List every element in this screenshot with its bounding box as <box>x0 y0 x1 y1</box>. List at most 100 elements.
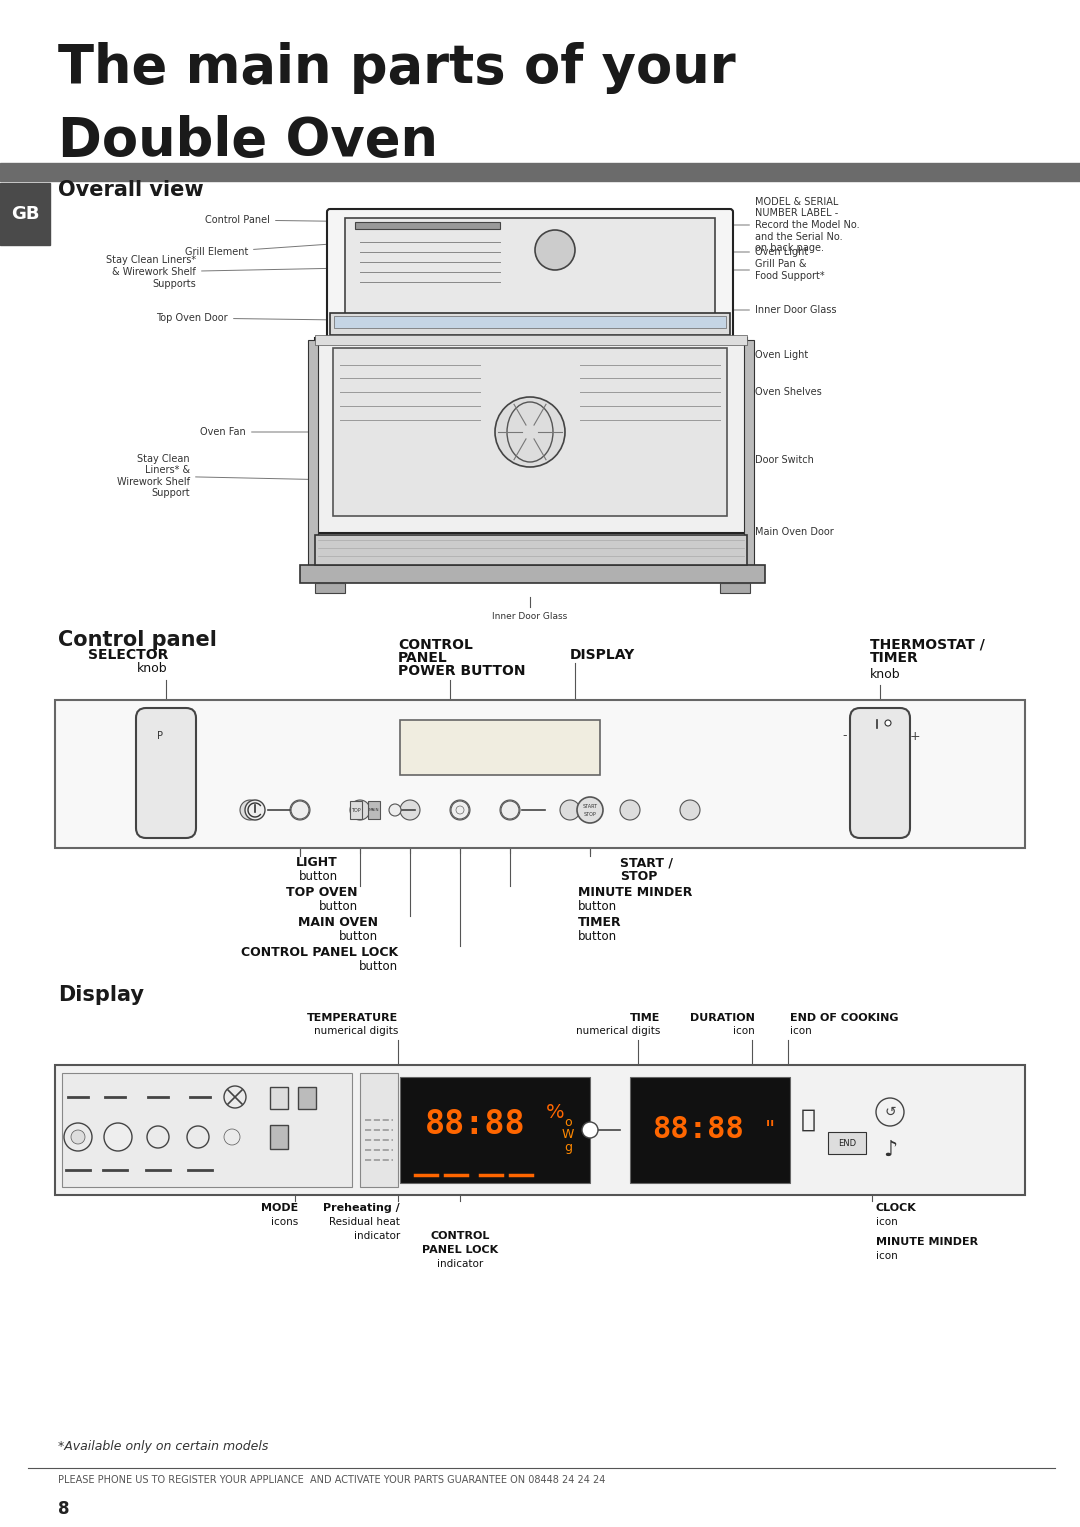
Bar <box>62 1073 352 1186</box>
Text: icon: icon <box>876 1217 897 1228</box>
FancyBboxPatch shape <box>136 709 195 838</box>
Circle shape <box>350 800 370 820</box>
Text: TIMER: TIMER <box>870 651 919 664</box>
Circle shape <box>389 805 401 815</box>
Text: POWER BUTTON: POWER BUTTON <box>399 664 526 678</box>
Text: Door Switch: Door Switch <box>730 455 814 466</box>
Text: ⧗: ⧗ <box>800 1109 815 1132</box>
Circle shape <box>620 800 640 820</box>
Circle shape <box>535 231 575 270</box>
Text: CLOCK: CLOCK <box>876 1203 917 1212</box>
Circle shape <box>291 800 310 820</box>
Text: THERMOSTAT /: THERMOSTAT / <box>870 638 985 652</box>
Text: Overall view: Overall view <box>58 180 204 200</box>
Text: START /: START / <box>620 857 673 869</box>
Circle shape <box>104 1122 132 1151</box>
Text: CONTROL PANEL LOCK: CONTROL PANEL LOCK <box>241 947 399 959</box>
Bar <box>315 534 747 565</box>
Text: TIMER: TIMER <box>578 916 622 928</box>
Circle shape <box>680 800 700 820</box>
Bar <box>270 1087 288 1109</box>
Text: The main parts of your: The main parts of your <box>58 43 735 95</box>
Text: -: - <box>842 730 847 742</box>
Text: Main Oven Door: Main Oven Door <box>730 527 834 538</box>
Text: *Available only on certain models: *Available only on certain models <box>58 1440 268 1454</box>
Text: END: END <box>838 1139 856 1147</box>
Text: button: button <box>339 930 378 944</box>
Bar <box>630 1077 789 1183</box>
Bar <box>400 721 600 776</box>
FancyBboxPatch shape <box>850 709 910 838</box>
Bar <box>270 1125 288 1148</box>
Bar <box>350 802 362 818</box>
Text: DISPLAY: DISPLAY <box>570 647 635 663</box>
Text: indicator: indicator <box>437 1258 483 1269</box>
Text: MAIN OVEN: MAIN OVEN <box>298 916 378 928</box>
Text: Oven Fan: Oven Fan <box>200 428 491 437</box>
Text: Control panel: Control panel <box>58 631 217 651</box>
Text: TOP OVEN: TOP OVEN <box>286 886 357 899</box>
Bar <box>720 583 750 592</box>
Text: 88:88: 88:88 <box>652 1116 744 1145</box>
Bar <box>0 183 50 244</box>
Text: Top Oven Door: Top Oven Door <box>157 313 337 324</box>
Bar <box>55 699 1025 847</box>
Text: GB: GB <box>11 205 39 223</box>
Text: LIGHT: LIGHT <box>296 857 338 869</box>
Text: P: P <box>157 731 163 741</box>
Text: Residual heat: Residual heat <box>329 1217 400 1228</box>
Text: MAIN: MAIN <box>368 808 379 812</box>
Circle shape <box>577 797 603 823</box>
Text: numerical digits: numerical digits <box>576 1026 660 1035</box>
Text: numerical digits: numerical digits <box>313 1026 399 1035</box>
Text: STOP: STOP <box>583 811 596 817</box>
Text: Oven Light: Oven Light <box>719 247 808 257</box>
Text: icon: icon <box>789 1026 812 1035</box>
Text: button: button <box>299 870 338 883</box>
Circle shape <box>501 802 519 818</box>
Bar <box>330 313 730 334</box>
Text: +: + <box>909 730 920 742</box>
Text: 8: 8 <box>58 1500 69 1518</box>
Text: Double Oven: Double Oven <box>58 115 438 166</box>
Text: icon: icon <box>876 1251 897 1261</box>
Text: MINUTE MINDER: MINUTE MINDER <box>876 1237 978 1248</box>
Circle shape <box>71 1130 85 1144</box>
Text: PANEL LOCK: PANEL LOCK <box>422 1245 498 1255</box>
Bar <box>298 1087 316 1109</box>
Text: icons: icons <box>271 1217 298 1228</box>
Text: button: button <box>359 960 399 973</box>
Text: CONTROL: CONTROL <box>399 638 473 652</box>
Circle shape <box>450 800 470 820</box>
Bar <box>55 1064 1025 1196</box>
Text: PANEL: PANEL <box>399 651 448 664</box>
Text: TEMPERATURE: TEMPERATURE <box>307 1012 399 1023</box>
FancyBboxPatch shape <box>327 209 733 353</box>
Bar <box>345 218 715 316</box>
Bar <box>355 221 500 229</box>
Text: Grill Pan &
Food Support*: Grill Pan & Food Support* <box>719 260 825 281</box>
Bar <box>368 802 380 818</box>
Text: Stay Clean
Liners* &
Wirework Shelf
Support: Stay Clean Liners* & Wirework Shelf Supp… <box>117 454 335 498</box>
Text: button: button <box>319 899 357 913</box>
Circle shape <box>885 721 891 725</box>
Circle shape <box>400 800 420 820</box>
Text: PLEASE PHONE US TO REGISTER YOUR APPLIANCE  AND ACTIVATE YOUR PARTS GUARANTEE ON: PLEASE PHONE US TO REGISTER YOUR APPLIAN… <box>58 1475 606 1484</box>
Text: knob: knob <box>870 667 901 681</box>
Text: SELECTOR: SELECTOR <box>87 647 168 663</box>
Bar <box>308 341 318 568</box>
Text: knob: knob <box>137 663 168 675</box>
Text: Inner Door Glass: Inner Door Glass <box>719 305 837 315</box>
Circle shape <box>291 802 309 818</box>
Text: o: o <box>564 1116 571 1128</box>
Text: 88:88: 88:88 <box>424 1109 525 1142</box>
Text: DURATION: DURATION <box>690 1012 755 1023</box>
Text: MODE: MODE <box>260 1203 298 1212</box>
Bar <box>360 1073 399 1186</box>
Text: %: % <box>545 1102 565 1121</box>
Circle shape <box>561 800 580 820</box>
Text: ↺: ↺ <box>885 1106 895 1119</box>
Circle shape <box>500 800 519 820</box>
Text: button: button <box>578 899 617 913</box>
Text: ♪: ♪ <box>882 1141 897 1161</box>
